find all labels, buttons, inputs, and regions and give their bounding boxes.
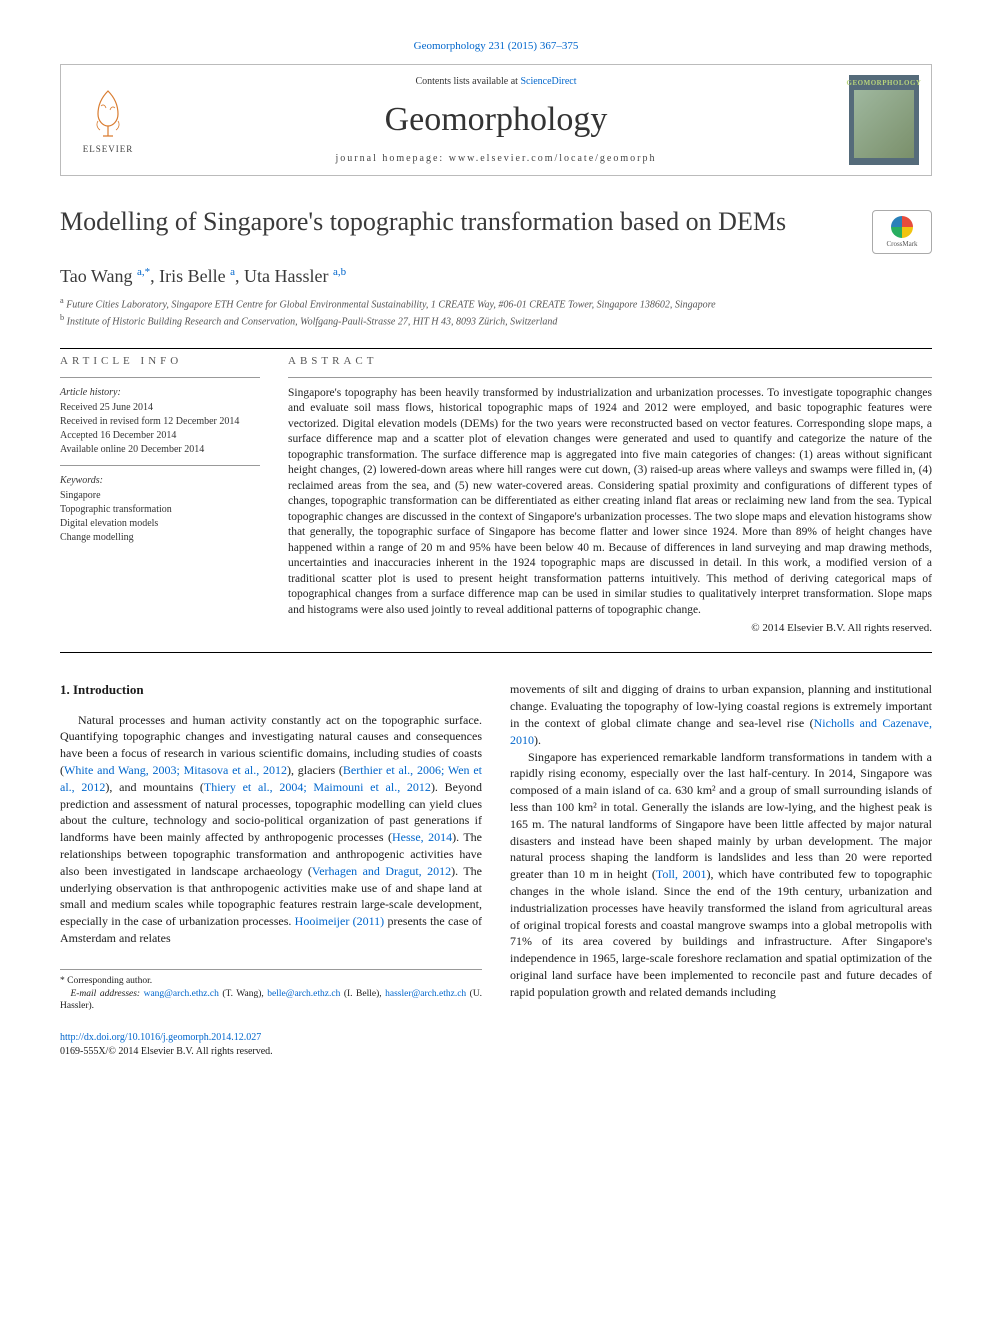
name-belle: (I. Belle), xyxy=(344,989,382,999)
history-heading: Article history: xyxy=(60,386,260,400)
keyword-1: Topographic transformation xyxy=(60,503,260,517)
abstract-label: abstract xyxy=(288,355,932,367)
history-revised: Received in revised form 12 December 201… xyxy=(60,415,260,429)
divider-bottom xyxy=(60,652,932,653)
right-paragraph-2: Singapore has experienced remarkable lan… xyxy=(510,749,932,1001)
affiliation-a-text: Future Cities Laboratory, Singapore ETH … xyxy=(66,299,715,310)
info-abstract-row: article info Article history: Received 2… xyxy=(60,355,932,635)
affiliation-b-text: Institute of Historic Building Research … xyxy=(67,317,558,328)
article-history-block: Article history: Received 25 June 2014 R… xyxy=(60,386,260,457)
rp2a: Singapore has experienced remarkable lan… xyxy=(510,750,932,882)
rp2b: ), which have contributed few to topogra… xyxy=(510,867,932,999)
cover-title: GEOMORPHOLOGY xyxy=(847,79,922,87)
email-wang[interactable]: wang@arch.ethz.ch xyxy=(144,989,219,999)
homepage-prefix: journal homepage: xyxy=(336,153,449,164)
keyword-0: Singapore xyxy=(60,489,260,503)
abstract-column: abstract Singapore's topography has been… xyxy=(288,355,932,635)
journal-masthead: ELSEVIER Contents lists available at Sci… xyxy=(60,64,932,176)
history-accepted: Accepted 16 December 2014 xyxy=(60,429,260,443)
history-online: Available online 20 December 2014 xyxy=(60,443,260,457)
article-title: Modelling of Singapore's topographic tra… xyxy=(60,206,858,237)
abstract-divider xyxy=(288,377,932,378)
article-info-label: article info xyxy=(60,355,260,367)
abstract-text: Singapore's topography has been heavily … xyxy=(288,386,932,619)
footnotes: * Corresponding author. E-mail addresses… xyxy=(60,969,482,1013)
info-divider-1 xyxy=(60,377,260,378)
cite-hooimeijer[interactable]: Hooimeijer (2011) xyxy=(295,914,385,928)
cite-white-wang[interactable]: White and Wang, 2003; Mitasova et al., 2… xyxy=(64,763,287,777)
contents-prefix: Contents lists available at xyxy=(415,76,520,87)
article-info-column: article info Article history: Received 2… xyxy=(60,355,260,635)
email-hassler[interactable]: hassler@arch.ethz.ch xyxy=(385,989,466,999)
body-right-column: movements of silt and digging of drains … xyxy=(510,681,932,1013)
cite-thiery[interactable]: Thiery et al., 2004; Maimouni et al., 20… xyxy=(204,780,431,794)
citation-line: Geomorphology 231 (2015) 367–375 xyxy=(60,40,932,52)
body-columns: 1. Introduction Natural processes and hu… xyxy=(60,681,932,1013)
affiliations: a Future Cities Laboratory, Singapore ET… xyxy=(60,295,932,330)
masthead-center: Contents lists available at ScienceDirec… xyxy=(143,76,849,164)
section-number: 1. xyxy=(60,682,70,697)
keyword-2: Digital elevation models xyxy=(60,517,260,531)
section-1-heading: 1. Introduction xyxy=(60,681,482,699)
journal-cover-thumbnail: GEOMORPHOLOGY xyxy=(849,75,919,165)
elsevier-logo: ELSEVIER xyxy=(73,80,143,160)
right-paragraph-1: movements of silt and digging of drains … xyxy=(510,681,932,748)
corresponding-author-note: * Corresponding author. xyxy=(60,975,482,988)
email-belle[interactable]: belle@arch.ethz.ch xyxy=(267,989,340,999)
cite-verhagen[interactable]: Verhagen and Dragut, 2012 xyxy=(312,864,451,878)
cover-image-placeholder xyxy=(854,90,914,158)
article-header: Modelling of Singapore's topographic tra… xyxy=(60,206,932,254)
journal-title: Geomorphology xyxy=(143,101,849,139)
info-divider-2 xyxy=(60,465,260,466)
section-title: Introduction xyxy=(73,682,144,697)
rp1b: ). xyxy=(534,733,541,747)
affiliation-b: b Institute of Historic Building Researc… xyxy=(60,312,932,329)
sciencedirect-link[interactable]: ScienceDirect xyxy=(520,76,576,87)
elsevier-wordmark: ELSEVIER xyxy=(83,144,134,154)
crossmark-icon xyxy=(891,216,913,238)
contents-available-line: Contents lists available at ScienceDirec… xyxy=(143,76,849,87)
abstract-copyright: © 2014 Elsevier B.V. All rights reserved… xyxy=(288,622,932,634)
crossmark-badge[interactable]: CrossMark xyxy=(872,210,932,254)
cite-toll[interactable]: Toll, 2001 xyxy=(656,867,707,881)
keyword-3: Change modelling xyxy=(60,531,260,545)
email-addresses-line: E-mail addresses: wang@arch.ethz.ch (T. … xyxy=(60,988,482,1014)
footer-meta: http://dx.doi.org/10.1016/j.geomorph.201… xyxy=(60,1031,932,1058)
history-received: Received 25 June 2014 xyxy=(60,401,260,415)
p1c: ), and mountains ( xyxy=(105,780,204,794)
crossmark-label: CrossMark xyxy=(886,240,917,248)
affiliation-a: a Future Cities Laboratory, Singapore ET… xyxy=(60,295,932,312)
keywords-block: Keywords: Singapore Topographic transfor… xyxy=(60,474,260,545)
intro-paragraph-1: Natural processes and human activity con… xyxy=(60,712,482,947)
authors-line: Tao Wang a,*, Iris Belle a, Uta Hassler … xyxy=(60,266,932,287)
email-label: E-mail addresses: xyxy=(70,989,140,999)
page-root: Geomorphology 231 (2015) 367–375 ELSEVIE… xyxy=(0,0,992,1108)
divider-top xyxy=(60,348,932,349)
doi-link[interactable]: http://dx.doi.org/10.1016/j.geomorph.201… xyxy=(60,1032,261,1043)
name-wang: (T. Wang), xyxy=(222,989,263,999)
corr-text: Corresponding author. xyxy=(67,976,152,986)
p1b: ), glaciers ( xyxy=(287,763,343,777)
cite-hesse[interactable]: Hesse, 2014 xyxy=(392,830,452,844)
elsevier-tree-icon xyxy=(83,86,133,141)
keywords-heading: Keywords: xyxy=(60,474,260,488)
homepage-url: www.elsevier.com/locate/geomorph xyxy=(449,153,657,164)
body-left-column: 1. Introduction Natural processes and hu… xyxy=(60,681,482,1013)
issn-copyright: 0169-555X/© 2014 Elsevier B.V. All right… xyxy=(60,1045,932,1059)
journal-homepage-line: journal homepage: www.elsevier.com/locat… xyxy=(143,153,849,164)
